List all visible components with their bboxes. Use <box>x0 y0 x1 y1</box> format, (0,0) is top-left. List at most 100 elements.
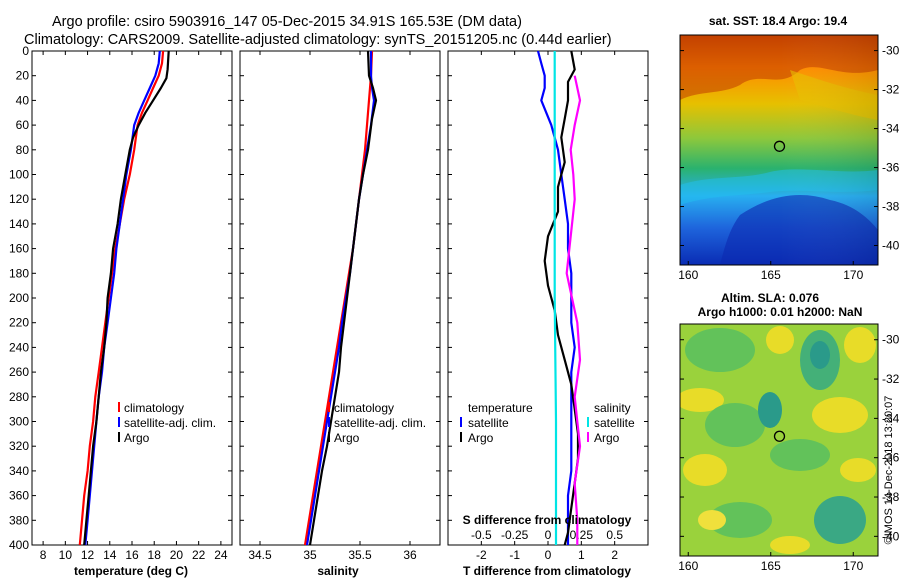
x-tick-label: 36 <box>403 548 417 562</box>
credit-text: ©IMOS 14-Dec-2018 13:20:07 <box>883 396 895 545</box>
sla-blob <box>766 326 794 354</box>
series-line-argo <box>83 50 170 546</box>
y-tick-label: 40 <box>16 93 30 107</box>
sla-blob <box>680 388 724 412</box>
x-tick-label-top: 0.5 <box>606 528 623 542</box>
x-tick-label: 14 <box>103 548 117 562</box>
map-y-tick-label: -38 <box>882 200 900 214</box>
argo-location-marker <box>773 140 786 152</box>
difference-panel <box>447 50 649 546</box>
sst-map-title: sat. SST: 18.4 Argo: 19.4 <box>709 14 848 28</box>
map-y-tick-label: -36 <box>882 161 900 175</box>
legend-title-temperature: temperature <box>468 401 533 415</box>
salinity-xlabel: salinity <box>317 564 359 578</box>
legend-label-satellite: satellite-adj. clim. <box>124 416 216 430</box>
x-tick-label: 12 <box>81 548 95 562</box>
header-line1: Argo profile: csiro 5903916_147 05-Dec-2… <box>52 14 522 30</box>
map-x-tick-label: 170 <box>843 559 863 573</box>
sla-blob <box>698 510 726 530</box>
sst-map-frame <box>679 34 879 266</box>
legend-label-argo: Argo <box>334 431 360 445</box>
y-tick-label: 80 <box>16 143 30 157</box>
legend-label-climatology: climatology <box>124 401 184 415</box>
legend-label-t-satellite: satellite <box>468 416 509 430</box>
legend-title-salinity: salinity <box>594 401 631 415</box>
x-tick-label-top: -0.5 <box>471 528 492 542</box>
map-y-tick-label: -40 <box>882 239 900 253</box>
difference-xlabel: T difference from climatology <box>463 564 631 578</box>
y-tick-label: 380 <box>9 513 29 527</box>
map-y-tick-label: -36 <box>882 451 900 465</box>
temperature-legend: climatology satellite-adj. clim. Argo <box>118 401 216 445</box>
x-tick-label: 2 <box>611 548 618 562</box>
sla-blob <box>812 397 868 433</box>
series-line-s-satellite <box>553 51 558 545</box>
y-tick-label: 320 <box>9 439 29 453</box>
sla-blob <box>685 328 755 372</box>
sla-blob <box>810 341 830 369</box>
difference-legend: temperature satellite Argo salinity sate… <box>460 401 635 445</box>
sla-blob <box>814 496 866 544</box>
y-tick-label: 120 <box>9 192 29 206</box>
sla-map-subtitle: Argo h1000: 0.01 h2000: NaN <box>698 305 863 319</box>
x-tick-label: 34.5 <box>248 548 272 562</box>
sst-map-axes: 160 165 170 -30 -32 -34 -36 -38 -40 <box>678 44 899 282</box>
y-tick-label: 100 <box>9 168 29 182</box>
legend-label-t-argo: Argo <box>468 431 494 445</box>
map-x-tick-label: 160 <box>678 268 698 282</box>
map-y-tick-label: -40 <box>882 529 900 543</box>
x-tick-label: 18 <box>148 548 162 562</box>
series-line-t-satellite <box>536 50 576 545</box>
x-tick-label: 35 <box>303 548 317 562</box>
map-x-tick-label: 160 <box>678 559 698 573</box>
salinity-panel <box>239 50 441 546</box>
legend-label-satellite: satellite-adj. clim. <box>334 416 426 430</box>
sla-map-axes: 160 165 170 -30 -32 -34 -36 -38 -40 <box>678 333 899 573</box>
sla-blob <box>770 439 830 471</box>
x-tick-label-top: 0.25 <box>570 528 594 542</box>
x-tick-label: 20 <box>170 548 184 562</box>
x-tick-label: 8 <box>40 548 47 562</box>
salinity-legend: climatology satellite-adj. clim. Argo <box>328 401 426 445</box>
x-tick-label: 1 <box>578 548 585 562</box>
y-tick-label: 360 <box>9 489 29 503</box>
difference-plot: -2 -1 0 1 2 -0.5 -0.25 0 0.25 0.5 <box>448 50 648 562</box>
series-line-argo <box>308 50 378 546</box>
x-tick-label: 0 <box>545 548 552 562</box>
y-tick-label: 60 <box>16 118 30 132</box>
legend-label-argo: Argo <box>124 431 150 445</box>
map-y-tick-label: -32 <box>882 83 900 97</box>
temperature-panel <box>31 50 233 546</box>
x-tick-label: 35.5 <box>348 548 372 562</box>
legend-label-s-argo: Argo <box>594 431 620 445</box>
sst-map <box>680 35 878 265</box>
legend-label-s-satellite: satellite <box>594 416 635 430</box>
y-tick-label: 160 <box>9 242 29 256</box>
map-y-tick-label: -32 <box>882 372 900 386</box>
sla-blob <box>708 502 772 538</box>
x-tick-label: 24 <box>214 548 228 562</box>
map-y-tick-label: -30 <box>882 44 900 58</box>
sla-blob <box>705 403 765 447</box>
y-tick-label: 400 <box>9 538 29 552</box>
salinity-plot: 34.5 35 35.5 36 <box>240 50 440 562</box>
map-x-tick-label: 165 <box>761 268 781 282</box>
sla-map-frame <box>679 323 879 557</box>
y-tick-label: 300 <box>9 415 29 429</box>
sla-blob <box>758 392 782 428</box>
y-tick-label: 200 <box>9 291 29 305</box>
sla-blob <box>683 454 727 486</box>
temperature-xlabel: temperature (deg C) <box>74 564 188 578</box>
map-x-tick-label: 165 <box>761 559 781 573</box>
sla-map <box>680 324 878 556</box>
y-tick-label: 240 <box>9 340 29 354</box>
map-y-tick-label: -34 <box>882 122 900 136</box>
header-line2: Climatology: CARS2009. Satellite-adjuste… <box>24 32 612 48</box>
series-line-climatology <box>78 50 165 546</box>
map-y-tick-label: -38 <box>882 490 900 504</box>
series-line-s-argo <box>565 75 582 545</box>
argo-location-marker <box>773 430 786 442</box>
x-tick-label: 10 <box>59 548 73 562</box>
y-tick-label: 140 <box>9 217 29 231</box>
